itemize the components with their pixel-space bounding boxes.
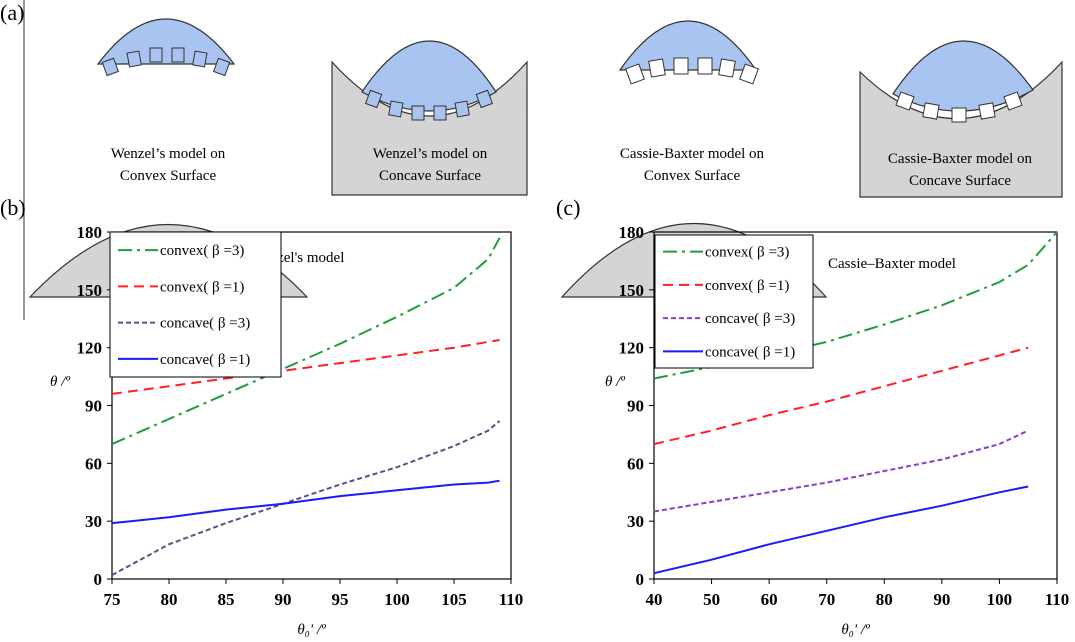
series-line bbox=[111, 237, 501, 446]
series-line bbox=[653, 231, 1058, 380]
x-tick-label: 105 bbox=[441, 590, 467, 609]
x-tick-label: 110 bbox=[499, 590, 524, 609]
x-tick-label: 60 bbox=[761, 590, 778, 609]
x-axis-label: θ₀' /º bbox=[841, 622, 870, 638]
panel-label: (a) bbox=[0, 0, 24, 25]
legend-label: convex( β =1) bbox=[705, 278, 789, 294]
x-tick-label: 90 bbox=[275, 590, 292, 609]
y-axis-label: θ /º bbox=[50, 374, 70, 390]
legend-label: convex( β =3) bbox=[705, 245, 789, 261]
legend-label: convex( β =3) bbox=[160, 243, 244, 259]
series-line bbox=[653, 346, 1029, 446]
x-tick-label: 85 bbox=[218, 590, 235, 609]
diagram: Cassie-Baxter model on Concave Surface bbox=[859, 40, 1063, 198]
series-line bbox=[653, 429, 1029, 513]
diagram: Wenzel’s model on Concave Surface bbox=[331, 40, 528, 196]
caption: Concave Surface bbox=[379, 168, 481, 184]
y-tick-label: 0 bbox=[636, 570, 645, 589]
x-tick-label: 50 bbox=[703, 590, 720, 609]
y-tick-label: 120 bbox=[77, 339, 103, 358]
y-axis-label: θ /º bbox=[605, 374, 625, 390]
legend-label: convex( β =1) bbox=[160, 279, 244, 295]
series-line bbox=[653, 485, 1029, 575]
y-tick-label: 90 bbox=[627, 397, 644, 416]
caption: Wenzel’s model on bbox=[373, 146, 488, 162]
panel-label: (c) bbox=[556, 195, 580, 220]
y-tick-label: 30 bbox=[627, 512, 644, 531]
y-tick-label: 60 bbox=[85, 454, 102, 473]
series-line bbox=[111, 339, 500, 395]
x-tick-label: 75 bbox=[104, 590, 121, 609]
x-tick-label: 40 bbox=[646, 590, 663, 609]
legend-box bbox=[109, 231, 282, 378]
annotation: Cassie–Baxter model bbox=[828, 256, 956, 272]
legend-label: concave( β =1) bbox=[160, 352, 250, 368]
y-tick-label: 60 bbox=[627, 454, 644, 473]
legend-box bbox=[654, 234, 814, 369]
y-tick-label: 180 bbox=[619, 223, 645, 242]
x-tick-label: 80 bbox=[876, 590, 893, 609]
y-tick-label: 30 bbox=[85, 512, 102, 531]
x-axis-label: θ₀' /º bbox=[297, 622, 326, 638]
caption: Convex Surface bbox=[644, 168, 741, 184]
x-tick-label: 100 bbox=[987, 590, 1013, 609]
series-line bbox=[111, 479, 500, 525]
panel-label: (b) bbox=[0, 195, 26, 220]
y-tick-label: 150 bbox=[77, 281, 103, 300]
x-tick-label: 70 bbox=[818, 590, 835, 609]
legend-label: concave( β =3) bbox=[160, 316, 250, 332]
legend-label: concave( β =1) bbox=[705, 344, 795, 360]
x-tick-label: 110 bbox=[1045, 590, 1070, 609]
caption: Cassie-Baxter model on bbox=[888, 151, 1033, 167]
y-tick-label: 0 bbox=[94, 570, 103, 589]
caption: Convex Surface bbox=[120, 168, 217, 184]
y-tick-label: 90 bbox=[85, 397, 102, 416]
caption: Concave Surface bbox=[909, 173, 1011, 189]
legend-label: concave( β =3) bbox=[705, 311, 795, 327]
x-tick-label: 95 bbox=[332, 590, 349, 609]
series-line bbox=[111, 420, 501, 576]
y-tick-label: 180 bbox=[77, 223, 103, 242]
x-tick-label: 90 bbox=[933, 590, 950, 609]
x-tick-label: 100 bbox=[384, 590, 410, 609]
caption: Cassie-Baxter model on bbox=[620, 146, 765, 162]
x-tick-label: 80 bbox=[161, 590, 178, 609]
y-tick-label: 120 bbox=[619, 339, 645, 358]
y-tick-label: 150 bbox=[619, 281, 645, 300]
caption: Wenzel’s model on bbox=[111, 146, 226, 162]
